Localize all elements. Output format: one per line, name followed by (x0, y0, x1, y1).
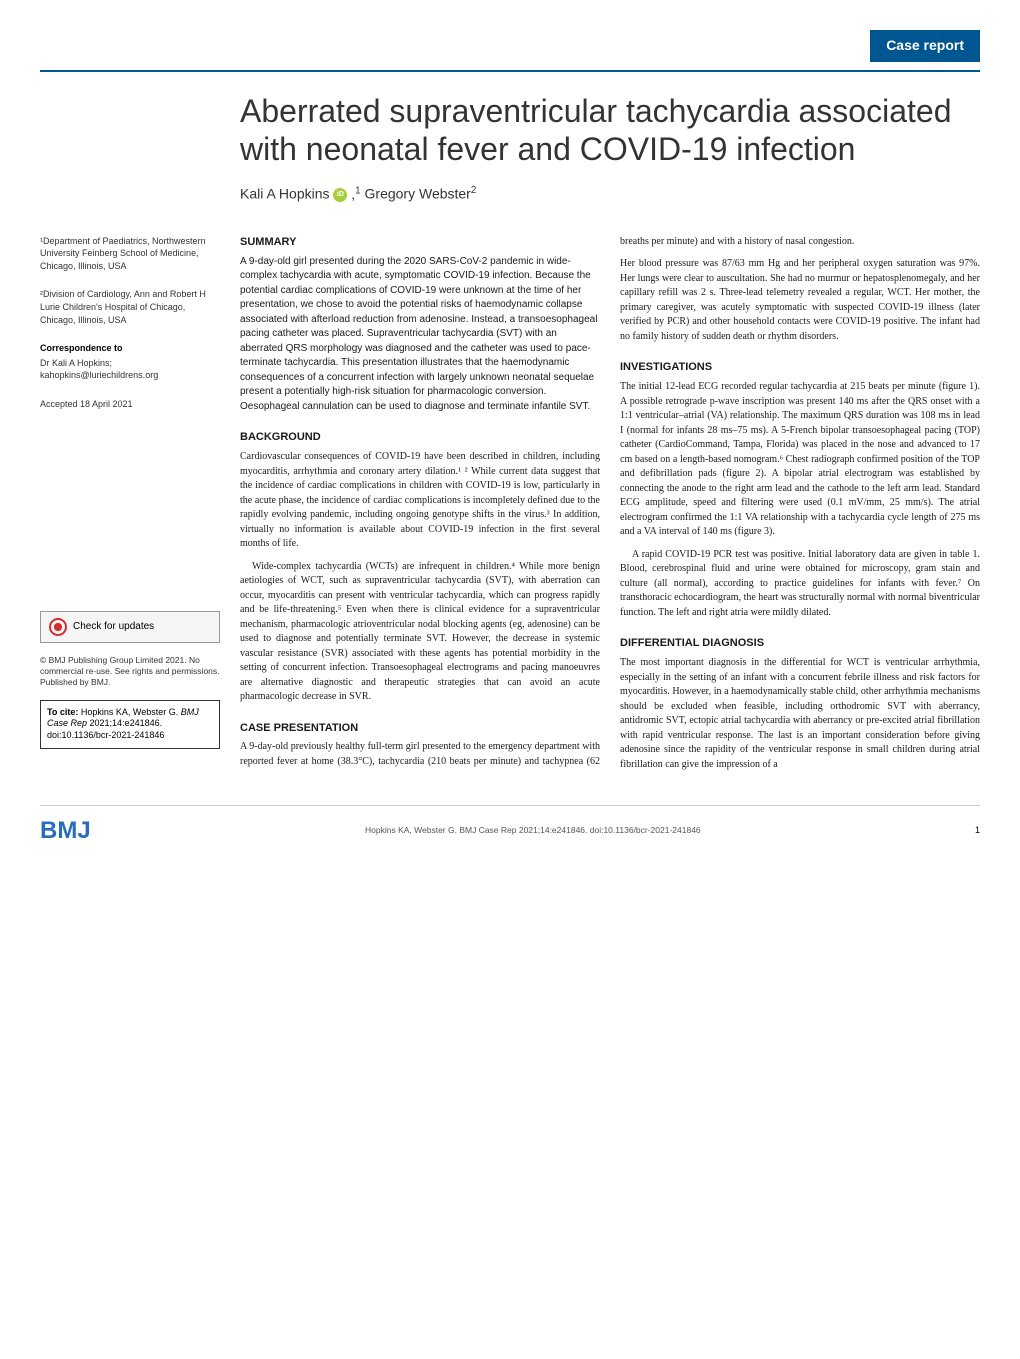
investigations-para-1: The initial 12-lead ECG recorded regular… (620, 380, 980, 540)
header-divider (40, 70, 980, 72)
background-header: BACKGROUND (240, 430, 600, 446)
citation-prefix: To cite: (47, 707, 81, 717)
investigations-para-2: A rapid COVID-19 PCR test was positive. … (620, 548, 980, 621)
investigations-header: INVESTIGATIONS (620, 360, 980, 376)
footer-citation: Hopkins KA, Webster G. BMJ Case Rep 2021… (365, 825, 701, 837)
correspondence-header: Correspondence to (40, 342, 220, 355)
bmj-logo: BMJ (40, 814, 91, 848)
background-para-1: Cardiovascular consequences of COVID-19 … (240, 450, 600, 552)
summary-text: A 9-day-old girl presented during the 20… (240, 255, 600, 415)
correspondence-text: Dr Kali A Hopkins; kahopkins@luriechildr… (40, 357, 220, 382)
author-2-name: Gregory Webster (365, 186, 471, 202)
accepted-date: Accepted 18 April 2021 (40, 398, 220, 411)
page-footer: BMJ Hopkins KA, Webster G. BMJ Case Rep … (40, 805, 980, 848)
article-title: Aberrated supraventricular tachycardia a… (240, 92, 980, 169)
summary-header: SUMMARY (240, 235, 600, 251)
author-line: Kali A Hopkins ,1 Gregory Webster2 (240, 184, 980, 204)
page-number: 1 (975, 824, 980, 837)
affiliation-2: ²Division of Cardiology, Ann and Robert … (40, 288, 220, 326)
citation-authors: Hopkins KA, Webster G. (81, 707, 181, 717)
author-1-sup: ,1 (351, 186, 360, 202)
citation-box: To cite: Hopkins KA, Webster G. BMJ Case… (40, 700, 220, 749)
check-updates-label: Check for updates (73, 620, 154, 634)
author-2-sup: 2 (471, 185, 476, 196)
background-para-2: Wide-complex tachycardia (WCTs) are infr… (240, 560, 600, 705)
affiliation-1: ¹Department of Paediatrics, Northwestern… (40, 235, 220, 273)
case-presentation-header: CASE PRESENTATION (240, 721, 600, 737)
author-1-name: Kali A Hopkins (240, 186, 330, 202)
copyright-text: © BMJ Publishing Group Limited 2021. No … (40, 655, 220, 688)
sidebar: ¹Department of Paediatrics, Northwestern… (40, 235, 220, 775)
differential-header: DIFFERENTIAL DIAGNOSIS (620, 636, 980, 652)
case-para-2: Her blood pressure was 87/63 mm Hg and h… (620, 257, 980, 344)
orcid-icon[interactable] (333, 188, 347, 202)
differential-para-1: The most important diagnosis in the diff… (620, 656, 980, 772)
main-content: SUMMARY A 9-day-old girl presented durin… (240, 235, 980, 775)
crossmark-icon (49, 618, 67, 636)
check-for-updates-button[interactable]: Check for updates (40, 611, 220, 643)
case-report-badge: Case report (870, 30, 980, 62)
